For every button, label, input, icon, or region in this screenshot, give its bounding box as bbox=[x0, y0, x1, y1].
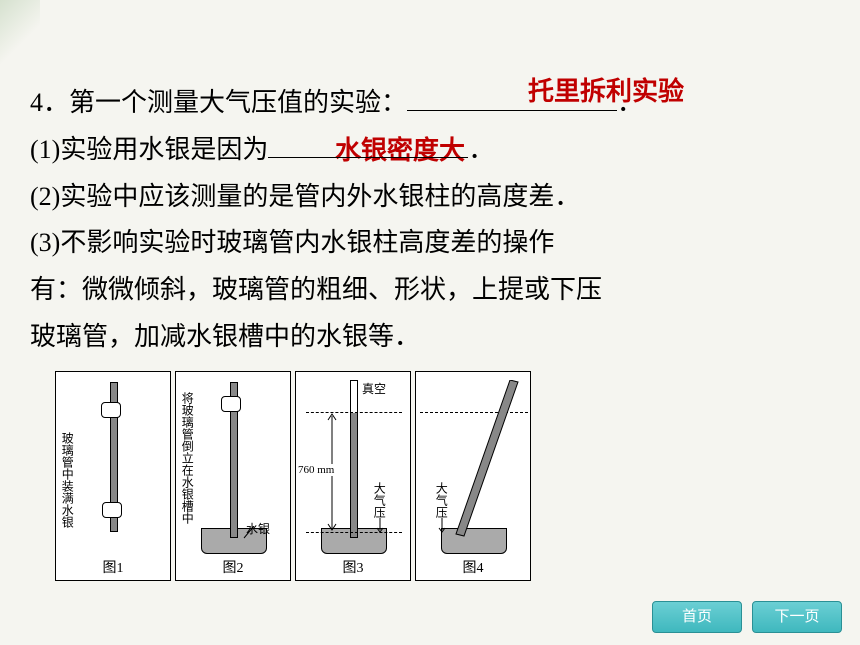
part-1: (1)实验用水银是因为 ． bbox=[30, 127, 830, 174]
fig2-label: 将玻璃管倒立在水银槽中 bbox=[180, 392, 193, 524]
figure-2: 将玻璃管倒立在水银槽中 水银 图2 bbox=[175, 371, 291, 581]
figure-4: 大气压 图4 bbox=[415, 371, 531, 581]
press-arrow-3 bbox=[376, 518, 384, 534]
p3-text1: 不影响实验时玻璃管内水银柱高度差的操作 bbox=[60, 228, 554, 257]
p1-num: (1) bbox=[30, 135, 60, 164]
hand-bottom-1 bbox=[102, 502, 122, 518]
part-3-line1: (3)不影响实验时玻璃管内水银柱高度差的操作 bbox=[30, 220, 830, 267]
home-button[interactable]: 首页 bbox=[652, 601, 742, 633]
tilted-tube bbox=[450, 380, 524, 540]
p3-num: (3) bbox=[30, 228, 60, 257]
height-label: 760 mm bbox=[298, 464, 334, 476]
p2-text: 实验中应该测量的是管内外水银柱的高度差． bbox=[60, 182, 580, 211]
part-3-line3: 玻璃管，加减水银槽中的水银等． bbox=[30, 314, 830, 361]
press-label-4: 大气压 bbox=[434, 482, 447, 518]
press-arrow-4 bbox=[438, 518, 446, 534]
figure-3: 真空 760 mm 大气压 图3 bbox=[295, 371, 411, 581]
vacuum-gap bbox=[351, 381, 357, 413]
figure-1: 玻璃管中装满水银 图1 bbox=[55, 371, 171, 581]
fig4-caption: 图4 bbox=[416, 557, 530, 577]
vacuum-label: 真空 bbox=[362, 380, 386, 397]
q4-num: 4． bbox=[30, 88, 69, 117]
diagram-row: 玻璃管中装满水银 图1 将玻璃管倒立在水银槽中 水银 图2 真空 bbox=[55, 371, 830, 581]
dash-bottom bbox=[306, 532, 402, 533]
nav-buttons: 首页 下一页 bbox=[652, 601, 842, 633]
fig1-label: 玻璃管中装满水银 bbox=[60, 432, 73, 528]
q4-tail: ． bbox=[617, 88, 643, 117]
blank-1 bbox=[407, 110, 617, 111]
part-3-line2: 有：微微倾斜，玻璃管的粗细、形状，上提或下压 bbox=[30, 267, 830, 314]
press-label-3: 大气压 bbox=[372, 482, 385, 518]
next-button[interactable]: 下一页 bbox=[752, 601, 842, 633]
question-4: 4．第一个测量大气压值的实验： ． bbox=[30, 80, 830, 127]
fig2-caption: 图2 bbox=[176, 557, 290, 577]
part-2: (2)实验中应该测量的是管内外水银柱的高度差． bbox=[30, 174, 830, 221]
dash-top bbox=[306, 412, 402, 413]
p1-tail: ． bbox=[468, 135, 494, 164]
hand-2 bbox=[221, 396, 241, 412]
page-content: 托里拆利实验 水银密度大 4．第一个测量大气压值的实验：． (1)实验用水银是因… bbox=[0, 0, 860, 645]
p1-text: 实验用水银是因为 bbox=[60, 135, 268, 164]
fig1-caption: 图1 bbox=[56, 557, 170, 577]
arrow-mercury bbox=[242, 526, 256, 540]
fig3-caption: 图3 bbox=[296, 557, 410, 577]
q4-text: 第一个测量大气压值的实验： bbox=[69, 88, 407, 117]
hand-top-1 bbox=[101, 402, 121, 418]
p2-num: (2) bbox=[30, 182, 60, 211]
blank-2 bbox=[268, 157, 468, 158]
